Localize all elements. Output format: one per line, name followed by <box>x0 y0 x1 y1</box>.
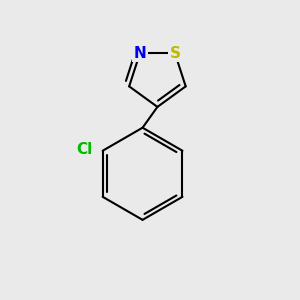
Text: S: S <box>169 46 180 61</box>
Text: Cl: Cl <box>77 142 93 157</box>
Text: N: N <box>134 46 146 61</box>
